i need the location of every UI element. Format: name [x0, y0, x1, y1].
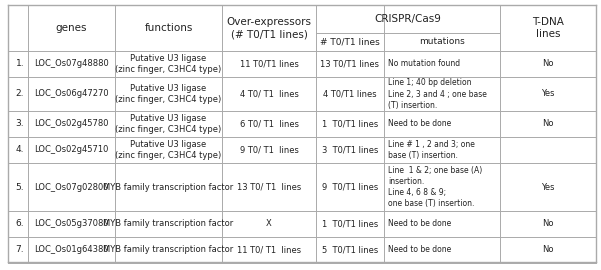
- Text: CRISPR/Cas9: CRISPR/Cas9: [374, 14, 442, 24]
- Text: No mutation found: No mutation found: [388, 59, 460, 69]
- Text: No: No: [542, 220, 554, 228]
- Text: T-DNA
lines: T-DNA lines: [532, 17, 564, 39]
- Text: LOC_Os02g45780: LOC_Os02g45780: [34, 120, 109, 129]
- Text: Line # 1 , 2 and 3; one
base (T) insertion.: Line # 1 , 2 and 3; one base (T) inserti…: [388, 140, 475, 160]
- Text: No: No: [542, 245, 554, 255]
- Text: LOC_Os02g45710: LOC_Os02g45710: [34, 146, 109, 154]
- Text: mutations: mutations: [419, 38, 465, 46]
- Text: 13 T0/T1 lines: 13 T0/T1 lines: [320, 59, 379, 69]
- Text: 1.: 1.: [16, 59, 24, 69]
- Text: 4 T0/ T1  lines: 4 T0/ T1 lines: [240, 89, 299, 99]
- Text: 9 T0/ T1  lines: 9 T0/ T1 lines: [240, 146, 299, 154]
- Text: 6 T0/ T1  lines: 6 T0/ T1 lines: [240, 120, 299, 129]
- Text: LOC_Os01g64380: LOC_Os01g64380: [34, 245, 109, 255]
- Text: 5.: 5.: [16, 183, 24, 191]
- Text: functions: functions: [144, 23, 193, 33]
- Text: Putative U3 ligase
(zinc finger, C3HC4 type): Putative U3 ligase (zinc finger, C3HC4 t…: [115, 114, 222, 134]
- Text: 9  T0/T1 lines: 9 T0/T1 lines: [322, 183, 378, 191]
- Text: genes: genes: [56, 23, 87, 33]
- Text: LOC_Os06g47270: LOC_Os06g47270: [34, 89, 109, 99]
- Text: No: No: [542, 120, 554, 129]
- Text: # T0/T1 lines: # T0/T1 lines: [320, 38, 380, 46]
- Text: No: No: [542, 59, 554, 69]
- Text: LOC_Os07g02800: LOC_Os07g02800: [34, 183, 109, 191]
- Text: 11 T0/T1 lines: 11 T0/T1 lines: [240, 59, 299, 69]
- Text: LOC_Os07g48880: LOC_Os07g48880: [34, 59, 109, 69]
- Text: Putative U3 ligase
(zinc finger, C3HC4 type): Putative U3 ligase (zinc finger, C3HC4 t…: [115, 54, 222, 74]
- Text: 13 T0/ T1  lines: 13 T0/ T1 lines: [237, 183, 301, 191]
- Text: Over-expressors
(# T0/T1 lines): Over-expressors (# T0/T1 lines): [227, 17, 311, 39]
- Text: MYB family transcription factor: MYB family transcription factor: [103, 220, 234, 228]
- Text: Line  1 & 2; one base (A)
insertion.
Line 4, 6 8 & 9;
one base (T) insertion.: Line 1 & 2; one base (A) insertion. Line…: [388, 166, 482, 208]
- Text: 7.: 7.: [16, 245, 24, 255]
- Text: Need to be done: Need to be done: [388, 120, 451, 129]
- Text: Need to be done: Need to be done: [388, 245, 451, 255]
- Text: Need to be done: Need to be done: [388, 220, 451, 228]
- Text: 4.: 4.: [16, 146, 24, 154]
- Text: 4 T0/T1 lines: 4 T0/T1 lines: [323, 89, 377, 99]
- Text: MYB family transcription factor: MYB family transcription factor: [103, 183, 234, 191]
- Text: Yes: Yes: [542, 89, 555, 99]
- Text: 11 T0/ T1  lines: 11 T0/ T1 lines: [237, 245, 301, 255]
- Text: Yes: Yes: [542, 183, 555, 191]
- Text: 1  T0/T1 lines: 1 T0/T1 lines: [322, 220, 378, 228]
- Text: Line 1; 40 bp deletion
Line 2, 3 and 4 ; one base
(T) insertion.: Line 1; 40 bp deletion Line 2, 3 and 4 ;…: [388, 78, 487, 110]
- Text: 5  T0/T1 lines: 5 T0/T1 lines: [322, 245, 378, 255]
- Text: X: X: [266, 220, 272, 228]
- Text: Putative U3 ligase
(zinc finger, C3HC4 type): Putative U3 ligase (zinc finger, C3HC4 t…: [115, 84, 222, 104]
- Text: 3.: 3.: [16, 120, 24, 129]
- Text: 2.: 2.: [16, 89, 24, 99]
- Text: LOC_Os05g37080: LOC_Os05g37080: [34, 220, 109, 228]
- Text: 3  T0/T1 lines: 3 T0/T1 lines: [322, 146, 378, 154]
- Text: Putative U3 ligase
(zinc finger, C3HC4 type): Putative U3 ligase (zinc finger, C3HC4 t…: [115, 140, 222, 160]
- Text: MYB family transcription factor: MYB family transcription factor: [103, 245, 234, 255]
- Text: 6.: 6.: [16, 220, 24, 228]
- Text: 1  T0/T1 lines: 1 T0/T1 lines: [322, 120, 378, 129]
